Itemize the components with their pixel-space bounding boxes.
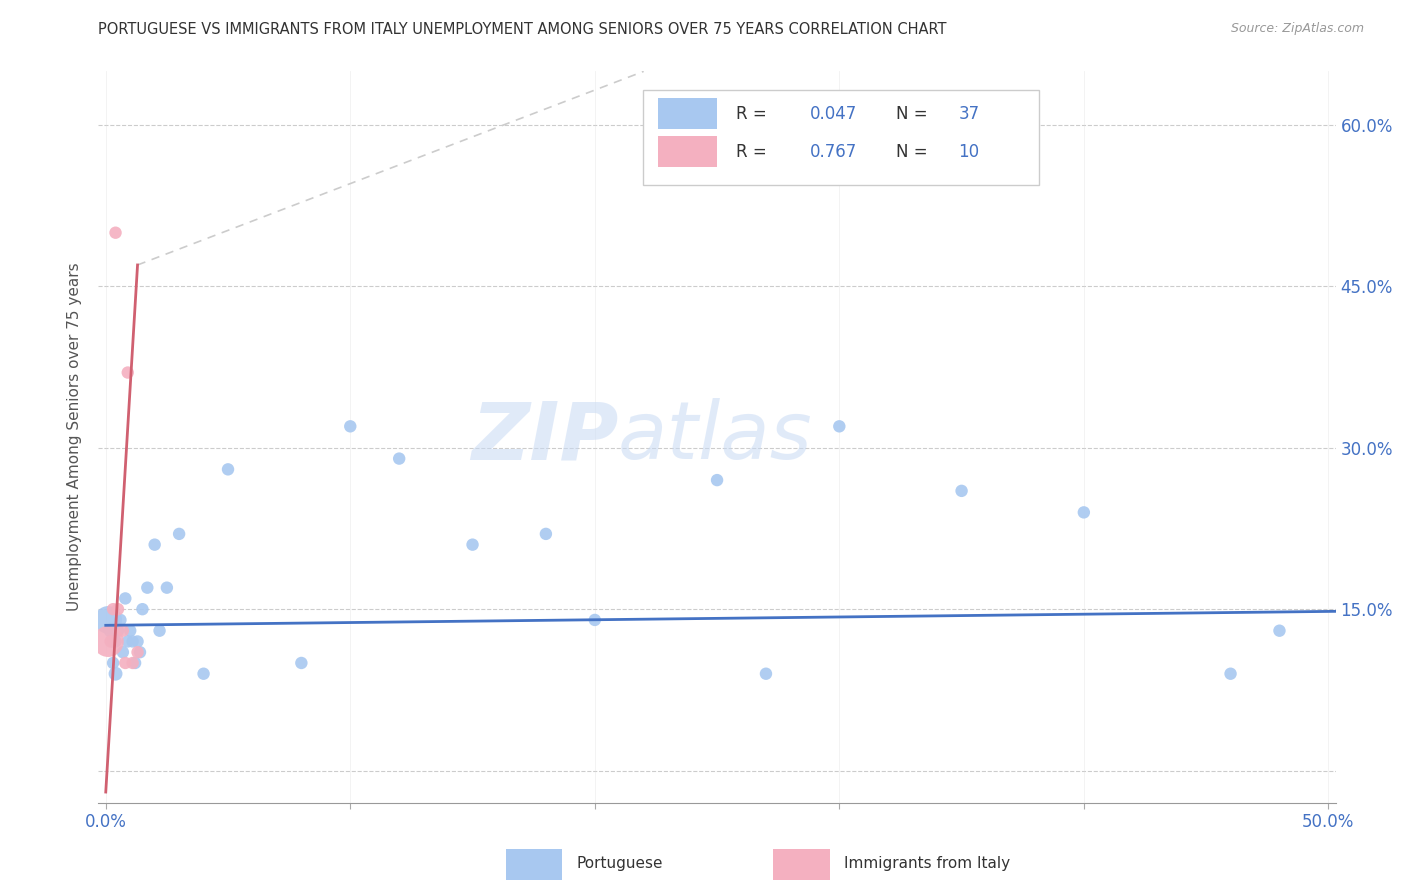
FancyBboxPatch shape xyxy=(658,136,717,167)
Point xyxy=(461,538,484,552)
Text: N =: N = xyxy=(897,104,934,123)
Point xyxy=(148,624,170,638)
Point xyxy=(101,634,124,648)
Point xyxy=(136,581,159,595)
Text: 10: 10 xyxy=(959,143,980,161)
Point xyxy=(111,645,134,659)
Point xyxy=(127,634,149,648)
FancyBboxPatch shape xyxy=(658,98,717,129)
Point xyxy=(104,666,127,681)
Point xyxy=(1073,505,1095,519)
Text: 0.047: 0.047 xyxy=(810,104,858,123)
Point xyxy=(120,624,142,638)
Point xyxy=(100,624,122,638)
Point xyxy=(117,634,139,648)
Point xyxy=(101,602,124,616)
Point xyxy=(583,613,606,627)
Point xyxy=(111,624,134,638)
Text: Immigrants from Italy: Immigrants from Italy xyxy=(844,856,1010,871)
Text: N =: N = xyxy=(897,143,934,161)
FancyBboxPatch shape xyxy=(773,849,830,880)
Point xyxy=(1219,666,1241,681)
Point xyxy=(117,366,139,380)
Point xyxy=(104,226,127,240)
Point xyxy=(97,613,120,627)
Text: Source: ZipAtlas.com: Source: ZipAtlas.com xyxy=(1230,22,1364,36)
Point xyxy=(339,419,361,434)
Text: ZIP: ZIP xyxy=(471,398,619,476)
Text: Portuguese: Portuguese xyxy=(576,856,664,871)
Point xyxy=(828,419,851,434)
Point xyxy=(114,656,136,670)
Point xyxy=(104,634,127,648)
Point xyxy=(290,656,312,670)
Point xyxy=(131,602,153,616)
FancyBboxPatch shape xyxy=(506,849,562,880)
Text: atlas: atlas xyxy=(619,398,813,476)
Point xyxy=(110,613,132,627)
Point xyxy=(706,473,728,487)
FancyBboxPatch shape xyxy=(643,90,1039,185)
Point xyxy=(129,645,152,659)
Text: 37: 37 xyxy=(959,104,980,123)
Text: R =: R = xyxy=(735,104,772,123)
Point xyxy=(121,656,143,670)
Point xyxy=(107,602,129,616)
Point xyxy=(97,634,120,648)
Point xyxy=(534,527,557,541)
Y-axis label: Unemployment Among Seniors over 75 years: Unemployment Among Seniors over 75 years xyxy=(67,263,83,611)
Point xyxy=(127,645,149,659)
Point xyxy=(107,624,129,638)
Text: PORTUGUESE VS IMMIGRANTS FROM ITALY UNEMPLOYMENT AMONG SENIORS OVER 75 YEARS COR: PORTUGUESE VS IMMIGRANTS FROM ITALY UNEM… xyxy=(98,22,946,37)
Point xyxy=(124,656,146,670)
Point xyxy=(950,483,973,498)
Point xyxy=(193,666,215,681)
Point xyxy=(1268,624,1291,638)
Point xyxy=(755,666,778,681)
Text: R =: R = xyxy=(735,143,772,161)
Point xyxy=(143,538,166,552)
Point xyxy=(156,581,179,595)
Point xyxy=(167,527,190,541)
Point xyxy=(217,462,239,476)
Point xyxy=(101,656,124,670)
Point xyxy=(114,591,136,606)
Point xyxy=(100,634,122,648)
Point xyxy=(388,451,411,466)
Text: 0.767: 0.767 xyxy=(810,143,858,161)
Point xyxy=(121,634,143,648)
